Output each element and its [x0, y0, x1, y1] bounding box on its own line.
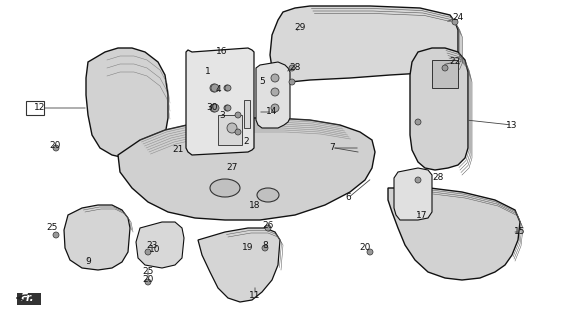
Polygon shape: [118, 118, 375, 220]
Circle shape: [211, 84, 219, 92]
Text: 25: 25: [142, 268, 154, 276]
Text: 12: 12: [34, 103, 46, 113]
Circle shape: [225, 105, 231, 111]
Text: 20: 20: [142, 276, 154, 284]
Text: 2: 2: [243, 138, 249, 147]
Text: 28: 28: [289, 63, 301, 73]
Text: 21: 21: [172, 146, 184, 155]
FancyBboxPatch shape: [218, 115, 242, 145]
Circle shape: [53, 145, 59, 151]
Text: 1: 1: [205, 68, 211, 76]
Circle shape: [265, 225, 271, 231]
Ellipse shape: [257, 188, 279, 202]
Circle shape: [53, 232, 59, 238]
Circle shape: [271, 74, 279, 82]
Circle shape: [289, 65, 295, 71]
Text: 18: 18: [249, 201, 261, 210]
Text: 16: 16: [216, 47, 228, 57]
FancyBboxPatch shape: [26, 101, 44, 115]
Polygon shape: [86, 48, 168, 158]
Text: 19: 19: [242, 244, 254, 252]
Circle shape: [415, 177, 421, 183]
Polygon shape: [388, 188, 520, 280]
Text: 20: 20: [50, 140, 61, 149]
FancyBboxPatch shape: [244, 100, 250, 128]
Circle shape: [442, 65, 448, 71]
Ellipse shape: [210, 179, 240, 197]
Circle shape: [452, 19, 458, 25]
Circle shape: [262, 245, 268, 251]
FancyBboxPatch shape: [432, 60, 458, 88]
Polygon shape: [256, 62, 290, 128]
Text: 9: 9: [85, 258, 91, 267]
Polygon shape: [186, 48, 254, 155]
Text: 15: 15: [514, 228, 526, 236]
Circle shape: [235, 112, 241, 118]
Circle shape: [415, 119, 421, 125]
Text: 6: 6: [345, 194, 351, 203]
Circle shape: [289, 79, 295, 85]
Circle shape: [271, 104, 279, 112]
Polygon shape: [64, 205, 130, 270]
Polygon shape: [394, 168, 432, 220]
Text: 14: 14: [266, 108, 278, 116]
Text: 26: 26: [262, 220, 274, 229]
Text: 3: 3: [219, 110, 225, 119]
Polygon shape: [198, 228, 280, 302]
Circle shape: [224, 105, 230, 111]
FancyBboxPatch shape: [17, 293, 41, 305]
Circle shape: [227, 123, 237, 133]
Text: 25: 25: [46, 223, 57, 233]
Text: 27: 27: [226, 164, 238, 172]
Polygon shape: [410, 48, 468, 170]
Circle shape: [145, 249, 151, 255]
Text: 7: 7: [329, 143, 335, 153]
Circle shape: [210, 104, 218, 112]
Text: 30: 30: [206, 103, 218, 113]
Circle shape: [367, 249, 373, 255]
Text: 13: 13: [506, 121, 518, 130]
Text: 23: 23: [146, 241, 158, 250]
Polygon shape: [136, 222, 184, 268]
Text: 20: 20: [359, 244, 370, 252]
Text: 10: 10: [149, 245, 161, 254]
Text: 17: 17: [416, 211, 428, 220]
Text: 28: 28: [432, 173, 444, 182]
Text: 11: 11: [249, 291, 261, 300]
Circle shape: [225, 85, 231, 91]
Polygon shape: [270, 6, 458, 82]
Text: 24: 24: [453, 13, 463, 22]
Circle shape: [224, 85, 230, 91]
Circle shape: [271, 88, 279, 96]
Text: 29: 29: [294, 23, 306, 33]
Circle shape: [211, 104, 219, 112]
Text: 8: 8: [262, 242, 268, 251]
Circle shape: [235, 129, 241, 135]
Text: 5: 5: [259, 77, 265, 86]
Circle shape: [145, 279, 151, 285]
Text: Fr.: Fr.: [21, 293, 35, 303]
Circle shape: [210, 84, 218, 92]
Text: 22: 22: [449, 58, 461, 67]
Text: 4: 4: [215, 85, 221, 94]
